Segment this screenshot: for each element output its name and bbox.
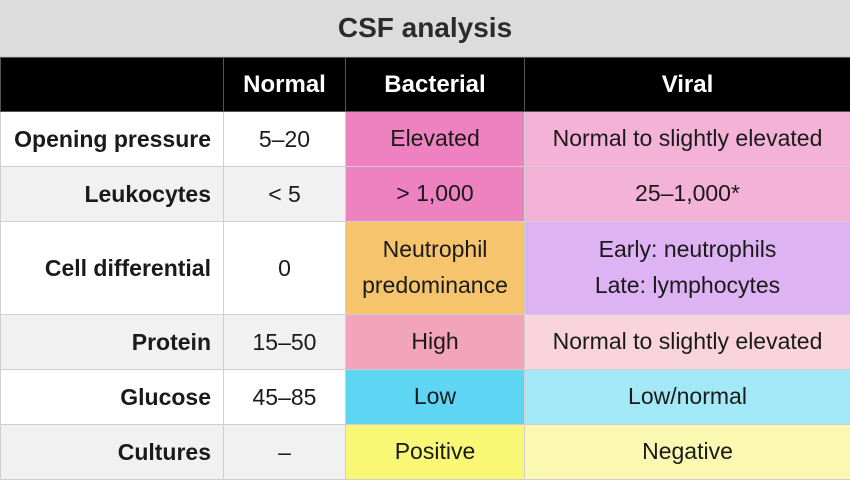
viral-value: Negative: [525, 425, 850, 480]
viral-text: Negative: [533, 434, 842, 470]
bacterial-text: Low: [354, 379, 516, 415]
row-glucose: Glucose 45–85 Low Low/normal: [1, 370, 850, 425]
row-protein: Protein 15–50 High Normal to slightly el…: [1, 315, 850, 370]
row-label: Cell differential: [1, 222, 224, 315]
viral-value: Normal to slightly elevated: [525, 112, 850, 167]
row-leukocytes: Leukocytes < 5 > 1,000 25–1,000*: [1, 167, 850, 222]
bacterial-value: > 1,000: [346, 167, 525, 222]
viral-text: 25–1,000*: [533, 176, 842, 212]
table-title: CSF analysis: [0, 0, 850, 57]
viral-value: 25–1,000*: [525, 167, 850, 222]
normal-value: 15–50: [224, 315, 346, 370]
normal-value: < 5: [224, 167, 346, 222]
normal-value: –: [224, 425, 346, 480]
row-cultures: Cultures – Positive Negative: [1, 425, 850, 480]
viral-value: Early: neutrophils Late: lymphocytes: [525, 222, 850, 315]
header-viral: Viral: [525, 58, 850, 112]
row-label: Cultures: [1, 425, 224, 480]
header-corner: [1, 58, 224, 112]
normal-value: 45–85: [224, 370, 346, 425]
bacterial-value: Elevated: [346, 112, 525, 167]
bacterial-text: Positive: [354, 434, 516, 470]
bacterial-text: High: [354, 324, 516, 360]
row-label: Protein: [1, 315, 224, 370]
normal-value: 5–20: [224, 112, 346, 167]
bacterial-text-line-1: Neutrophil: [354, 232, 516, 268]
bacterial-value: High: [346, 315, 525, 370]
normal-value: 0: [224, 222, 346, 315]
header-bacterial: Bacterial: [346, 58, 525, 112]
row-opening-pressure: Opening pressure 5–20 Elevated Normal to…: [1, 112, 850, 167]
viral-text: Normal to slightly elevated: [533, 324, 842, 360]
bacterial-text: > 1,000: [354, 176, 516, 212]
bacterial-value: Low: [346, 370, 525, 425]
bacterial-value: Positive: [346, 425, 525, 480]
bacterial-text-line-2: predominance: [354, 268, 516, 304]
header-row: Normal Bacterial Viral: [1, 58, 850, 112]
viral-text-line-2: Late: lymphocytes: [533, 268, 842, 304]
viral-value: Low/normal: [525, 370, 850, 425]
header-normal: Normal: [224, 58, 346, 112]
row-label: Opening pressure: [1, 112, 224, 167]
bacterial-text: Elevated: [354, 121, 516, 157]
bacterial-value: Neutrophil predominance: [346, 222, 525, 315]
viral-value: Normal to slightly elevated: [525, 315, 850, 370]
row-cell-differential: Cell differential 0 Neutrophil predomina…: [1, 222, 850, 315]
viral-text: Low/normal: [533, 379, 842, 415]
row-label: Glucose: [1, 370, 224, 425]
viral-text-line-1: Early: neutrophils: [533, 232, 842, 268]
row-label: Leukocytes: [1, 167, 224, 222]
csf-table: Normal Bacterial Viral Opening pressure …: [0, 57, 850, 480]
viral-text: Normal to slightly elevated: [533, 121, 842, 157]
